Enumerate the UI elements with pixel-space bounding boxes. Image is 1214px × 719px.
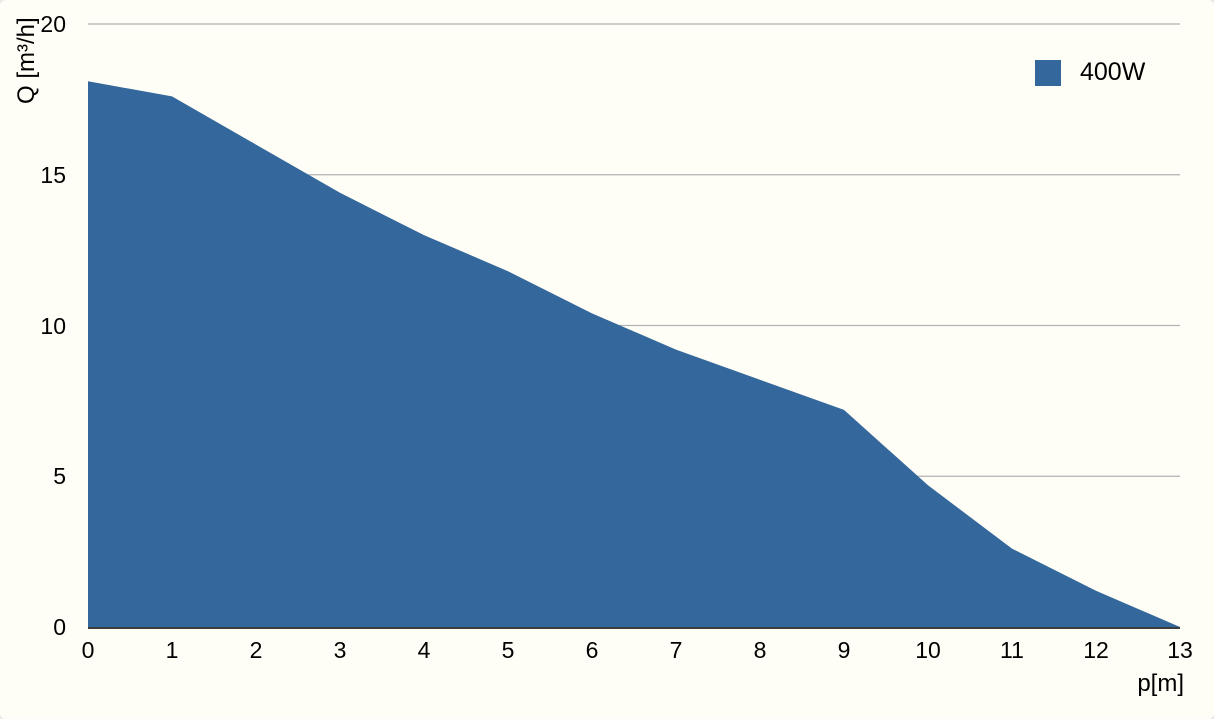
- x-tick-label-11: 11: [1000, 637, 1024, 663]
- x-tick-label-4: 4: [417, 637, 431, 663]
- area-series-group: [88, 81, 1180, 628]
- x-tick-label-3: 3: [333, 637, 347, 663]
- x-tick-label-8: 8: [753, 637, 767, 663]
- x-tick-label-2: 2: [249, 637, 263, 663]
- x-tick-label-1: 1: [165, 637, 179, 663]
- x-tick-label-13: 13: [1167, 637, 1193, 663]
- x-tick-label-9: 9: [837, 637, 851, 663]
- x-tick-label-5: 5: [501, 637, 515, 663]
- x-tick-label-0: 0: [81, 637, 95, 663]
- y-tick-label-0: 0: [53, 614, 66, 640]
- y-tick-label-15: 15: [40, 161, 66, 188]
- x-tick-label-7: 7: [669, 637, 683, 663]
- x-tick-label-6: 6: [585, 637, 599, 663]
- legend-swatch-400w: [1035, 59, 1061, 86]
- y-tick-label-20: 20: [40, 11, 66, 37]
- legend: 400W: [1035, 59, 1145, 86]
- area-series-400w: [88, 81, 1180, 628]
- x-tick-label-12: 12: [1083, 637, 1109, 663]
- x-tick-label-10: 10: [915, 637, 941, 663]
- y-tick-label-5: 5: [53, 463, 66, 490]
- legend-label-400w: 400W: [1080, 58, 1146, 86]
- x-axis-label: p[m]: [1137, 670, 1184, 697]
- y-tick-label-10: 10: [40, 312, 66, 339]
